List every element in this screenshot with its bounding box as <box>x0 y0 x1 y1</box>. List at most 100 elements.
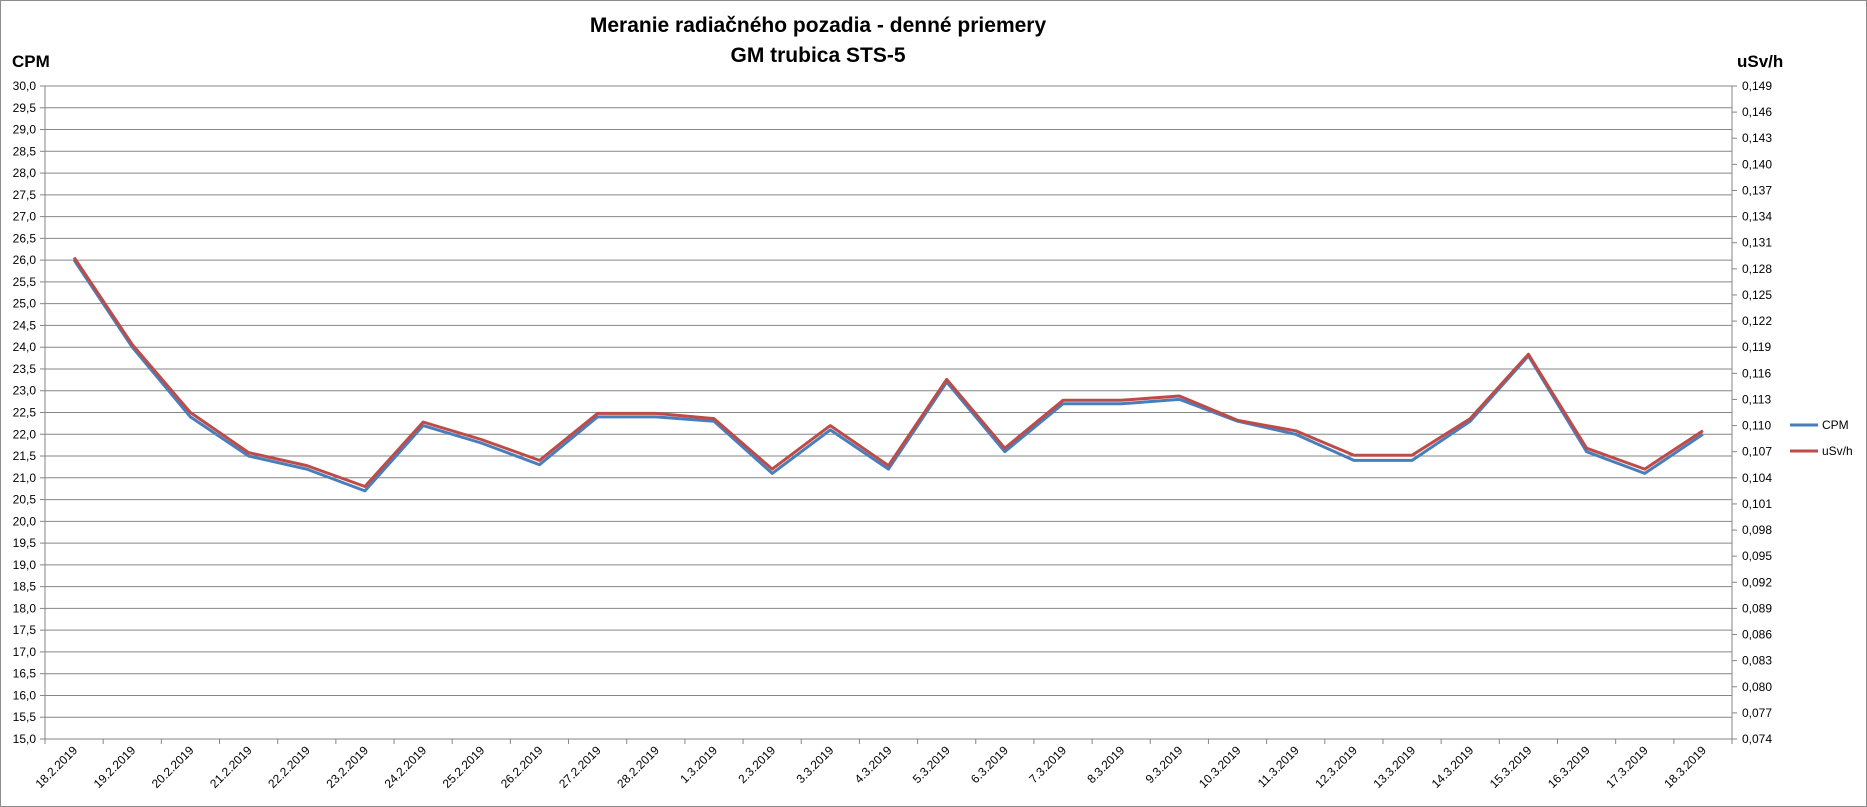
x-tick-label: 18.2.2019 <box>33 743 81 791</box>
y2-tick-label: 0,134 <box>1742 210 1772 224</box>
y-tick-label: 20,5 <box>13 493 37 507</box>
y2-tick-label: 0,092 <box>1742 575 1772 589</box>
x-tick-label: 1.3.2019 <box>677 743 720 786</box>
y-tick-label: 25,5 <box>13 275 37 289</box>
y-tick-label: 29,0 <box>13 123 37 137</box>
x-tick-label: 21.2.2019 <box>207 743 255 791</box>
y-tick-label: 22,5 <box>13 406 37 420</box>
legend-label-cpm: CPM <box>1822 418 1849 432</box>
y2-tick-label: 0,107 <box>1742 445 1772 459</box>
x-tick-label: 19.2.2019 <box>91 743 139 791</box>
y2-tick-label: 0,116 <box>1742 366 1771 380</box>
y-tick-label: 29,5 <box>13 101 37 115</box>
y2-axis-title: uSv/h <box>1737 52 1783 71</box>
x-tick-label: 15.3.2019 <box>1487 743 1535 791</box>
x-tick-label: 9.3.2019 <box>1143 743 1186 786</box>
y-tick-label: 15,0 <box>13 732 37 746</box>
y-tick-label: 24,0 <box>13 340 37 354</box>
series-line-cpm <box>72 259 1704 493</box>
x-tick-label: 25.2.2019 <box>440 743 488 791</box>
x-tick-label: 17.3.2019 <box>1603 743 1651 791</box>
x-tick-label: 22.2.2019 <box>265 743 313 791</box>
chart-title: Meranie radiačného pozadia - denné priem… <box>590 14 1047 37</box>
y-tick-label: 22,0 <box>13 427 37 441</box>
y2-tick-label: 0,104 <box>1742 471 1772 485</box>
x-tick-label: 8.3.2019 <box>1084 743 1127 786</box>
y-tick-label: 18,0 <box>13 601 37 615</box>
y-tick-label: 24,5 <box>13 318 37 332</box>
y2-tick-label: 0,095 <box>1742 549 1772 563</box>
y-tick-label: 16,0 <box>13 688 37 702</box>
y-tick-label: 28,5 <box>13 144 37 158</box>
x-tick-label: 4.3.2019 <box>852 743 895 786</box>
x-tick-label: 27.2.2019 <box>556 743 604 791</box>
y2-tick-label: 0,131 <box>1742 236 1772 250</box>
x-tick-label: 7.3.2019 <box>1026 743 1069 786</box>
y2-tick-label: 0,086 <box>1742 628 1772 642</box>
y-tick-label: 23,0 <box>13 384 37 398</box>
y2-tick-label: 0,074 <box>1742 732 1772 746</box>
y2-tick-label: 0,122 <box>1742 314 1772 328</box>
y-tick-label: 19,5 <box>13 536 37 550</box>
y-tick-label: 21,0 <box>13 471 37 485</box>
x-tick-label: 23.2.2019 <box>323 743 371 791</box>
x-tick-label: 2.3.2019 <box>735 743 778 786</box>
chart-subtitle: GM trubica STS-5 <box>730 44 905 67</box>
x-tick-label: 5.3.2019 <box>910 743 953 786</box>
x-tick-label: 3.3.2019 <box>794 743 837 786</box>
x-tick-label: 26.2.2019 <box>498 743 546 791</box>
y2-tick-label: 0,077 <box>1742 706 1772 720</box>
x-tick-label: 24.2.2019 <box>382 743 430 791</box>
y2-tick-label: 0,128 <box>1742 262 1772 276</box>
y-axis-ticks: 15,0 15,5 16,0 16,5 17,0 17,5 18,0 18,5 19,0 19,5… <box>13 79 45 746</box>
y-tick-label: 21,5 <box>13 449 37 463</box>
y-tick-label: 25,0 <box>13 297 37 311</box>
y-tick-label: 20,0 <box>13 514 37 528</box>
y2-axis-ticks: 0,074 0,077 0,080 0,083 0,086 0,089 0,092 0,095… <box>1732 79 1772 746</box>
y-tick-label: 19,0 <box>13 558 37 572</box>
y-tick-label: 28,0 <box>13 166 37 180</box>
y-tick-label: 27,5 <box>13 188 37 202</box>
x-tick-label: 28.2.2019 <box>614 743 662 791</box>
y-tick-label: 16,5 <box>13 667 37 681</box>
y2-tick-label: 0,101 <box>1742 497 1772 511</box>
legend-label-usvh: uSv/h <box>1822 444 1853 458</box>
x-tick-label: 20.2.2019 <box>149 743 197 791</box>
y-tick-label: 26,0 <box>13 253 37 267</box>
y-tick-label: 26,5 <box>13 231 37 245</box>
y2-tick-label: 0,083 <box>1742 654 1772 668</box>
y-tick-label: 30,0 <box>13 79 37 93</box>
y-tick-label: 27,0 <box>13 210 37 224</box>
series-lines <box>72 256 1704 493</box>
x-tick-label: 16.3.2019 <box>1545 743 1593 791</box>
x-tick-label: 14.3.2019 <box>1429 743 1477 791</box>
y2-tick-label: 0,110 <box>1742 419 1771 433</box>
x-axis-ticks: 18.2.2019 19.2.2019 20.2.2019 21.2.2019 22.2… <box>33 739 1733 791</box>
x-tick-label: 12.3.2019 <box>1312 743 1360 791</box>
grid-lines <box>44 85 1733 740</box>
x-tick-label: 18.3.2019 <box>1661 743 1709 791</box>
y-tick-label: 18,5 <box>13 580 37 594</box>
y-tick-label: 15,5 <box>13 710 37 724</box>
y-tick-label: 17,0 <box>13 645 37 659</box>
y2-tick-label: 0,119 <box>1742 340 1771 354</box>
y-tick-label: 17,5 <box>13 623 37 637</box>
y2-tick-label: 0,089 <box>1742 601 1772 615</box>
y2-tick-label: 0,137 <box>1742 183 1772 197</box>
y-tick-label: 23,5 <box>13 362 37 376</box>
y2-tick-label: 0,080 <box>1742 680 1772 694</box>
y2-tick-label: 0,149 <box>1742 79 1772 93</box>
x-tick-label: 11.3.2019 <box>1255 743 1302 790</box>
y-axis-title: CPM <box>12 52 50 71</box>
x-tick-label: 13.3.2019 <box>1371 743 1419 791</box>
y2-tick-label: 0,113 <box>1742 392 1771 406</box>
y2-tick-label: 0,143 <box>1742 131 1772 145</box>
y2-tick-label: 0,140 <box>1742 157 1772 171</box>
x-tick-label: 6.3.2019 <box>968 743 1011 786</box>
x-tick-label: 10.3.2019 <box>1196 743 1244 791</box>
y2-tick-label: 0,146 <box>1742 105 1772 119</box>
series-line-usvh <box>72 256 1704 488</box>
legend: CPM uSv/h <box>1790 418 1853 458</box>
y2-tick-label: 0,098 <box>1742 523 1772 537</box>
